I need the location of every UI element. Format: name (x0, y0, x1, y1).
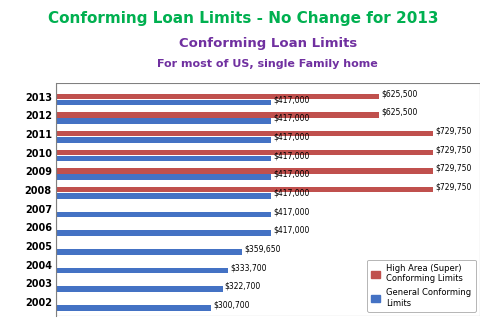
Text: $729,750: $729,750 (435, 126, 471, 135)
Text: $729,750: $729,750 (435, 182, 471, 191)
Text: $417,000: $417,000 (274, 133, 310, 142)
Legend: High Area (Super)
Conforming Limits, General Conforming
Limits: High Area (Super) Conforming Limits, Gen… (367, 260, 475, 312)
Bar (56, 118, 271, 124)
Text: $625,500: $625,500 (381, 89, 418, 98)
Bar (56, 149, 433, 155)
Text: $417,000: $417,000 (274, 189, 310, 198)
Text: $417,000: $417,000 (274, 226, 310, 235)
Bar (56, 83, 480, 316)
Bar (56, 193, 271, 199)
Text: $417,000: $417,000 (274, 151, 310, 160)
Bar (56, 174, 271, 180)
Bar (56, 286, 223, 292)
Text: $729,750: $729,750 (435, 145, 471, 154)
Bar (56, 230, 271, 236)
Bar (56, 187, 433, 192)
Bar (56, 212, 271, 217)
Text: For most of US, single Family home: For most of US, single Family home (157, 59, 378, 69)
Text: $625,500: $625,500 (381, 108, 418, 117)
Text: $359,650: $359,650 (244, 245, 281, 253)
Bar (56, 112, 379, 118)
Bar (56, 131, 433, 136)
Bar (56, 156, 271, 161)
Text: Conforming Loan Limits - No Change for 2013: Conforming Loan Limits - No Change for 2… (48, 11, 439, 26)
Text: $729,750: $729,750 (435, 164, 471, 173)
Text: Conforming Loan Limits: Conforming Loan Limits (179, 37, 357, 50)
Text: $417,000: $417,000 (274, 170, 310, 179)
Text: $333,700: $333,700 (230, 263, 267, 272)
Text: $417,000: $417,000 (274, 114, 310, 123)
Bar (56, 137, 271, 143)
Text: $417,000: $417,000 (274, 207, 310, 216)
Bar (56, 268, 228, 273)
Text: $300,700: $300,700 (213, 300, 250, 309)
Text: $322,700: $322,700 (225, 282, 261, 291)
Bar (56, 168, 433, 174)
Bar (56, 249, 242, 255)
Bar (56, 94, 379, 99)
Text: $417,000: $417,000 (274, 95, 310, 104)
Bar (56, 305, 211, 311)
Bar (56, 100, 271, 105)
